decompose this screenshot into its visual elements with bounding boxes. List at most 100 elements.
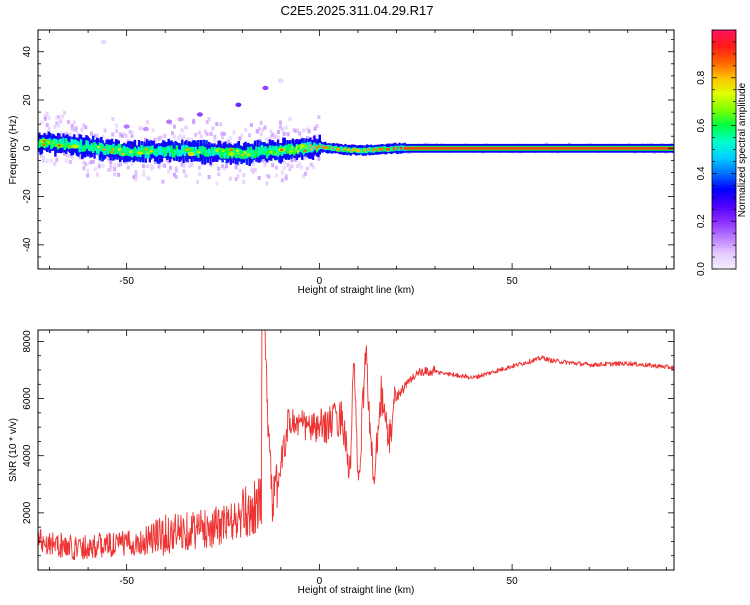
- heatmap-halo-cell: [296, 164, 300, 169]
- heatmap-band-cell: [214, 146, 218, 162]
- heatmap-halo-cell: [215, 122, 219, 127]
- heatmap-peak-cell: [605, 146, 609, 150]
- heatmap-core-cell: [224, 150, 227, 159]
- heatmap-halo-cell: [244, 127, 248, 132]
- heatmap-peak-cell: [379, 147, 382, 151]
- heatmap-core-cell: [247, 147, 250, 154]
- heatmap-peak-cell: [356, 149, 359, 153]
- heatmap-halo-cell: [263, 125, 267, 130]
- heatmap-peak-cell: [657, 146, 660, 150]
- heatmap-peak-cell: [322, 145, 326, 149]
- heatmap-halo-cell: [292, 156, 296, 161]
- heatmap-halo-cell: [68, 132, 72, 137]
- heatmap-core-cell: [256, 151, 259, 158]
- heatmap-core-cell: [265, 149, 269, 159]
- heatmap-core-cell: [64, 138, 68, 148]
- heatmap-peak-cell: [599, 146, 602, 150]
- heatmap-core-cell: [149, 146, 153, 152]
- heatmap-peak-cell: [601, 146, 605, 150]
- heatmap-peak-cell: [355, 148, 358, 152]
- heatmap-halo-cell: [147, 138, 151, 143]
- heatmap-halo-cell: [124, 160, 128, 165]
- heatmap-peak-cell: [377, 148, 381, 152]
- heatmap-core-cell: [376, 146, 380, 152]
- heatmap-core-cell: [201, 145, 204, 155]
- heatmap-peak-cell: [493, 146, 497, 150]
- heatmap-peak-cell: [425, 146, 428, 150]
- heatmap-core-cell: [390, 146, 393, 152]
- heatmap-halo-cell: [172, 172, 176, 177]
- heatmap-core-cell: [257, 146, 261, 156]
- heatmap-core-cell: [345, 147, 348, 153]
- heatmap-peak-cell: [410, 146, 413, 150]
- heatmap-peak-cell: [417, 146, 420, 150]
- heatmap-core-cell: [275, 145, 278, 154]
- heatmap-core-cell: [86, 140, 89, 149]
- heatmap-halo-cell: [261, 158, 265, 163]
- heatmap-peak-cell: [543, 146, 547, 150]
- heatmap-halo-cell: [153, 160, 157, 165]
- heatmap-peak-cell: [290, 145, 293, 149]
- heatmap-band-cell: [276, 139, 280, 158]
- heatmap-halo-cell: [292, 128, 296, 133]
- heatmap-peak-cell: [427, 146, 431, 150]
- heatmap-peak-cell: [507, 146, 510, 150]
- heatmap-halo-cell: [103, 128, 107, 133]
- heatmap-halo-cell: [145, 164, 149, 169]
- heatmap-peak-cell: [511, 146, 514, 150]
- heatmap-peak-cell: [488, 146, 491, 150]
- heatmap-core-cell: [77, 141, 80, 149]
- heatmap-core-cell: [391, 146, 394, 152]
- heatmap-halo-cell: [180, 162, 184, 167]
- heatmap-halo-cell: [224, 164, 228, 169]
- heatmap-core-cell: [70, 138, 73, 148]
- heatmap-halo-cell: [221, 135, 225, 140]
- heatmap-halo-cell: [194, 132, 198, 137]
- heatmap-peak-cell: [615, 146, 618, 150]
- heatmap-core-cell: [249, 146, 253, 155]
- heatmap-scatter-point: [123, 124, 130, 129]
- heatmap-core-cell: [260, 145, 263, 154]
- heatmap-peak-cell: [429, 146, 432, 150]
- heatmap-halo-cell: [72, 120, 76, 125]
- heatmap-peak-cell: [653, 146, 656, 150]
- heatmap-peak-cell: [415, 146, 419, 150]
- heatmap-core-cell: [205, 149, 208, 156]
- heatmap-peak-cell: [504, 146, 508, 150]
- heatmap-halo-cell: [280, 170, 284, 175]
- heatmap-halo-cell: [157, 164, 161, 169]
- heatmap-halo-cell: [124, 134, 128, 139]
- heatmap-band-cell: [256, 139, 259, 162]
- heatmap-peak-cell: [537, 146, 540, 150]
- heatmap-peak-cell: [342, 148, 346, 151]
- heatmap-core-cell: [166, 146, 169, 154]
- heatmap-halo-cell: [182, 169, 186, 174]
- heatmap-peak-cell: [638, 146, 641, 150]
- heatmap-halo-cell: [61, 114, 65, 119]
- colorbar-ticks: [712, 29, 736, 270]
- heatmap-halo-cell: [300, 165, 304, 170]
- heatmap-peak-cell: [525, 146, 528, 150]
- heatmap-halo-cell: [140, 126, 144, 131]
- heatmap-halo-cell: [130, 131, 134, 136]
- heatmap-halo-cell: [303, 155, 307, 160]
- heatmap-peak-cell: [568, 146, 571, 150]
- heatmap-halo-cell: [68, 159, 72, 164]
- heatmap-peak-cell: [409, 146, 412, 150]
- heatmap-core-cell: [198, 146, 201, 153]
- heatmap-scatter-point: [262, 85, 269, 91]
- heatmap-core-cell: [172, 148, 176, 158]
- heatmap-peak-cell: [520, 146, 524, 150]
- heatmap-peak-cell: [618, 146, 621, 150]
- heatmap-core-cell: [274, 145, 277, 152]
- heatmap-peak-cell: [512, 146, 516, 150]
- heatmap-halo-cell: [174, 175, 178, 180]
- heatmap-peak-cell: [437, 146, 440, 150]
- heatmap-peak-cell: [446, 146, 450, 150]
- heatmap-halo-cell: [78, 155, 82, 160]
- heatmap-core-cell: [202, 146, 205, 153]
- heatmap-halo-cell: [142, 164, 146, 169]
- heatmap-halo-cell: [95, 133, 99, 138]
- heatmap-frame: [37, 29, 675, 270]
- heatmap-peak-cell: [659, 146, 663, 150]
